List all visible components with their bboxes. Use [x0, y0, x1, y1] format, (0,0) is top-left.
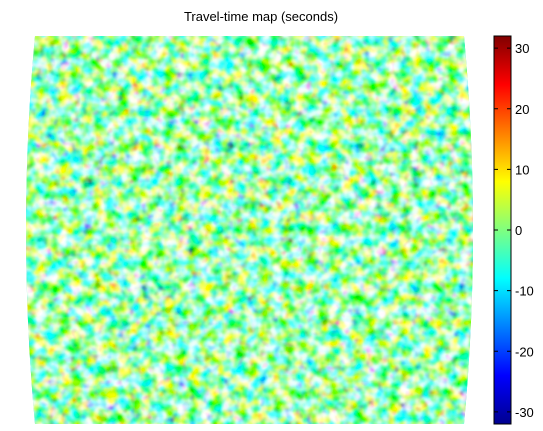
map-field [26, 36, 473, 424]
colorbar-tick-label: 30 [515, 41, 529, 56]
colorbar-tick-label: 10 [515, 162, 529, 177]
colorbar-tick-label: -30 [515, 405, 534, 420]
colorbar-tick-label: -10 [515, 284, 534, 299]
colorbar-tick-label: 20 [515, 102, 529, 117]
colorbar-ticks: 30 20 10 0 -10 -20 -30 [494, 41, 534, 420]
colorbar-tick-label: -20 [515, 344, 534, 359]
colorbar-tick-label: 0 [515, 223, 522, 238]
chart-title: Travel-time map (seconds) [183, 9, 339, 24]
